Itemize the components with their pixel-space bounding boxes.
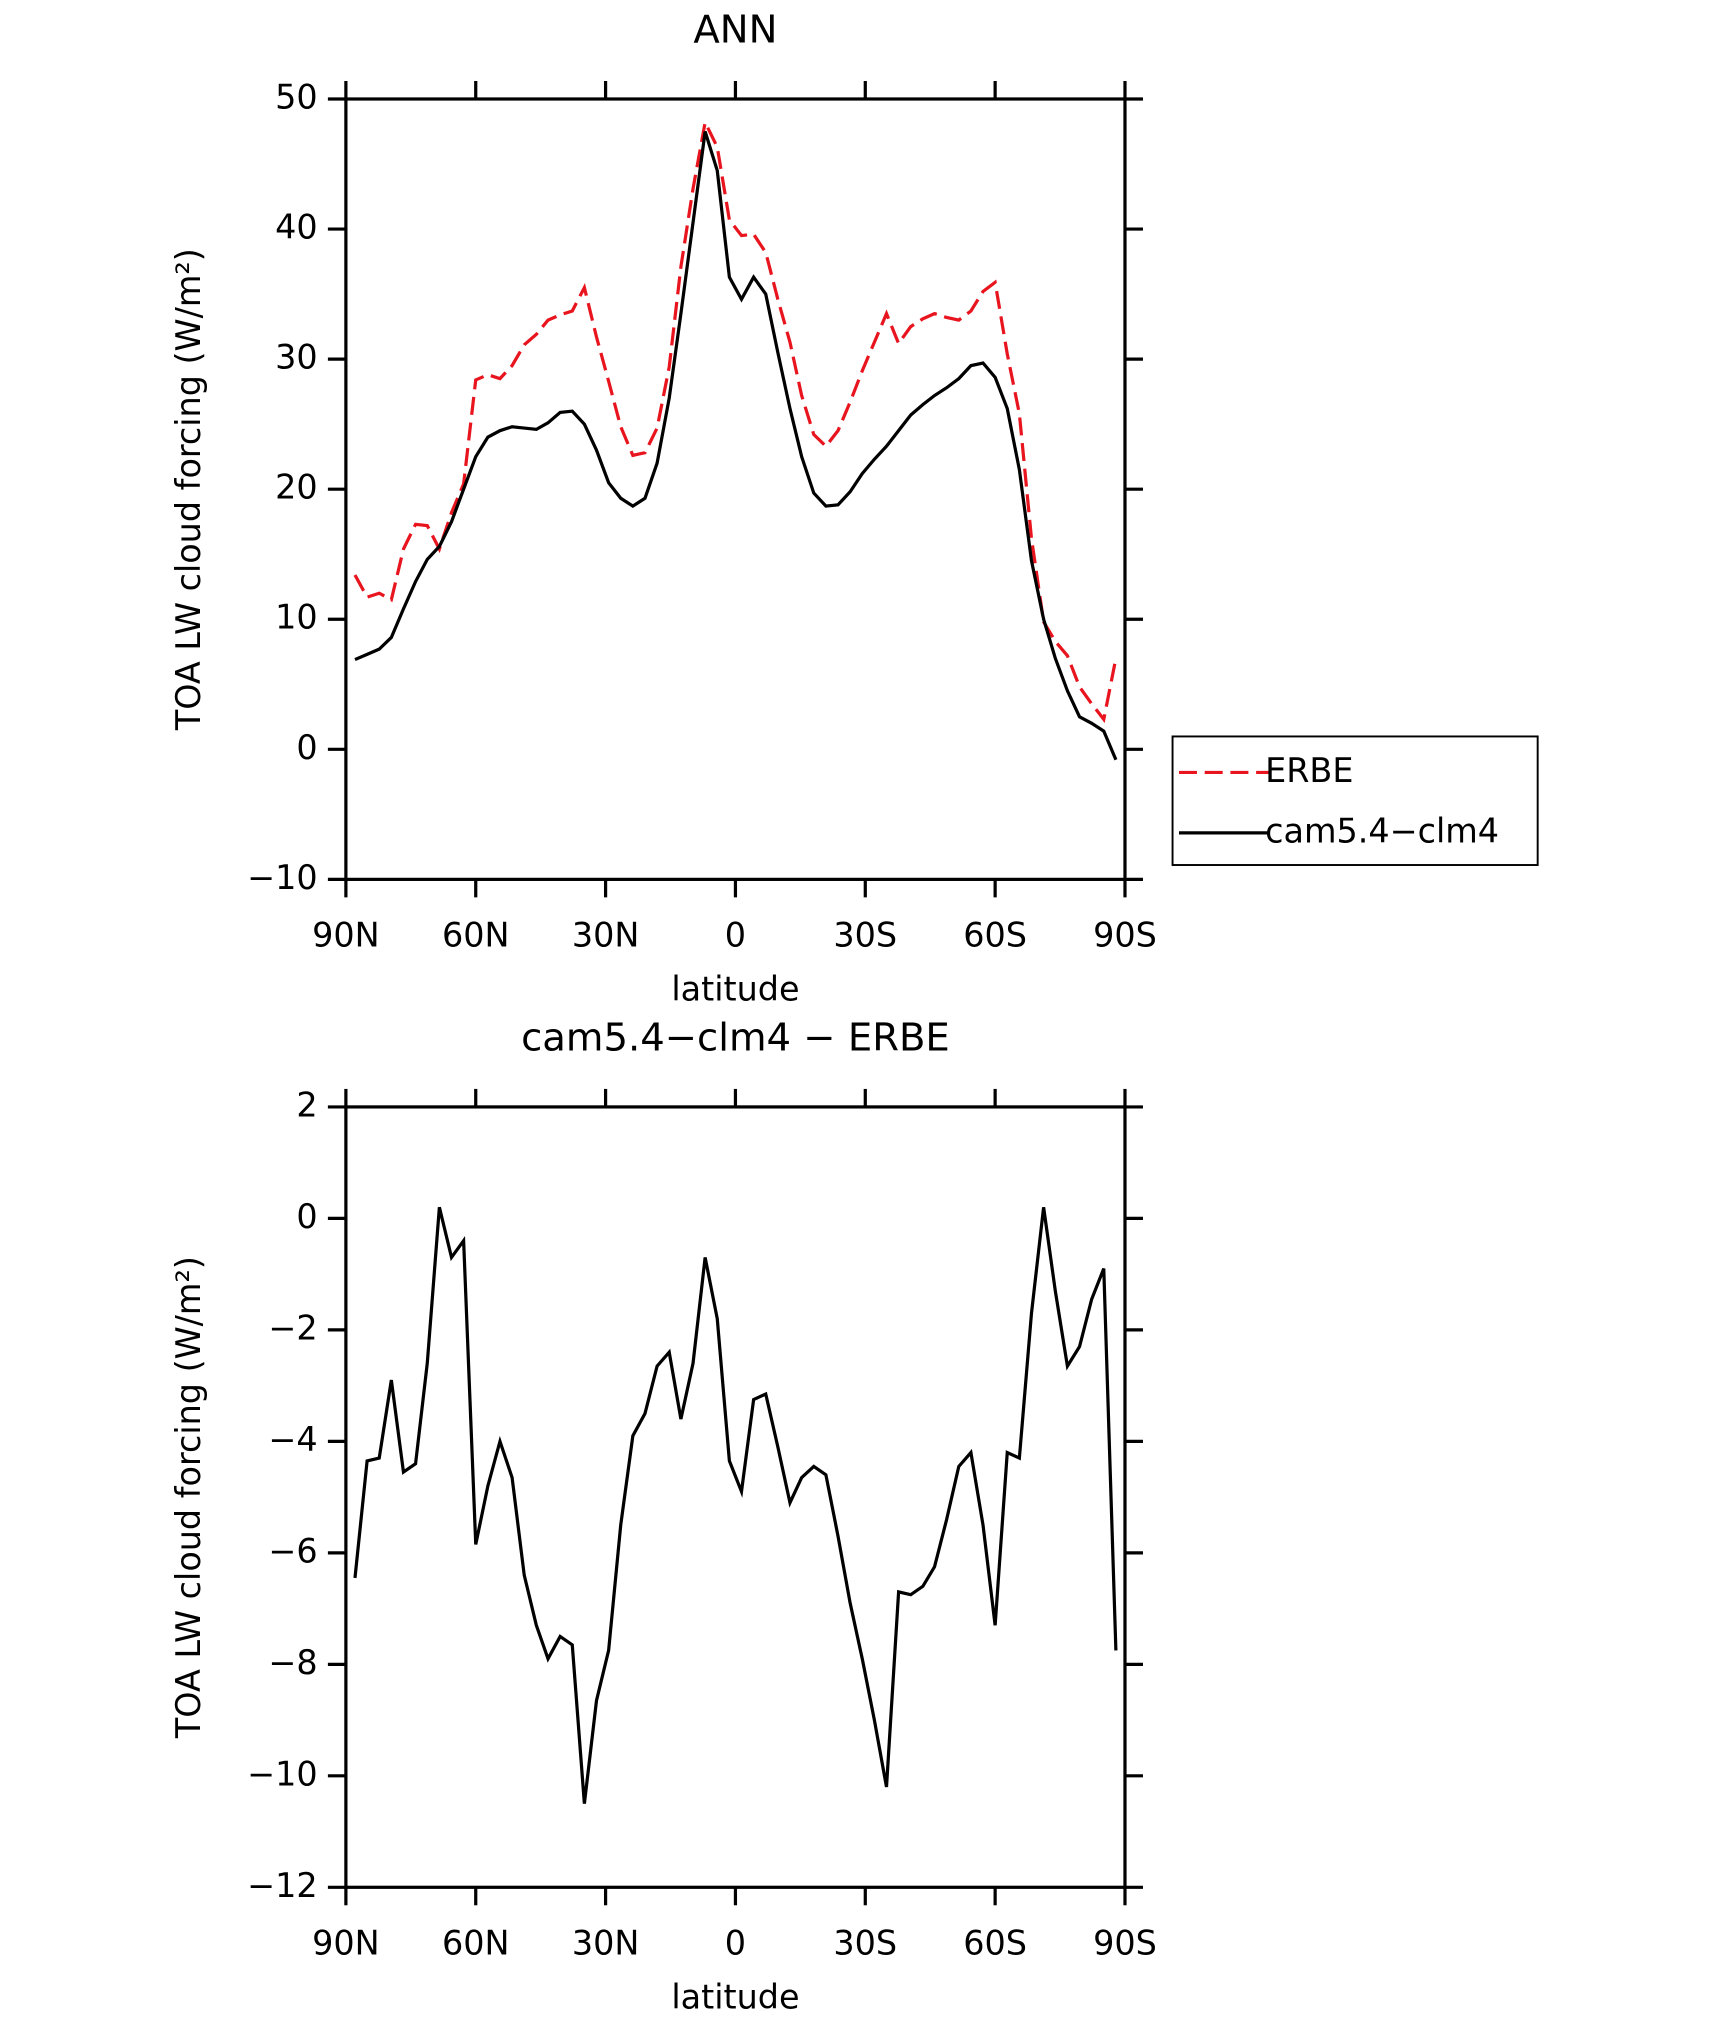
x-tick-label: 90N — [312, 916, 380, 955]
chart-title: ANN — [693, 8, 777, 53]
chart-title: cam5.4−clm4 − ERBE — [521, 1016, 950, 1061]
data-line — [353, 117, 1118, 724]
y-tick-label: 20 — [275, 468, 318, 507]
x-tick-label: 30S — [833, 916, 897, 955]
y-tick-label: −10 — [247, 858, 318, 897]
data-line — [353, 1206, 1118, 1804]
x-axis-label: latitude — [671, 970, 799, 1009]
x-tick-label: 0 — [725, 1924, 746, 1963]
x-tick-label: 60N — [442, 1924, 510, 1963]
x-tick-label: 30N — [572, 916, 640, 955]
x-tick-label: 60S — [963, 916, 1027, 955]
x-axis-label: latitude — [671, 1978, 799, 2017]
y-tick-label: −2 — [268, 1308, 317, 1347]
y-tick-label: −4 — [268, 1420, 317, 1459]
legend-label: cam5.4−clm4 — [1265, 811, 1499, 850]
x-tick-label: 60N — [442, 916, 510, 955]
y-tick-label: −6 — [268, 1531, 317, 1570]
y-tick-label: 40 — [275, 208, 318, 247]
x-tick-label: 30S — [833, 1924, 897, 1963]
y-tick-label: 2 — [296, 1085, 317, 1124]
plot-frame — [344, 1105, 1127, 1889]
y-tick-label: 10 — [275, 598, 318, 637]
y-tick-label: 30 — [275, 338, 318, 377]
y-tick-label: 0 — [296, 1197, 317, 1236]
x-tick-label: 0 — [725, 916, 746, 955]
y-axis-label: TOA LW cloud forcing (W/m²) — [169, 1256, 208, 1739]
y-tick-label: −10 — [247, 1754, 318, 1793]
x-tick-label: 90S — [1093, 916, 1157, 955]
legend-label: ERBE — [1265, 751, 1353, 790]
y-tick-label: 0 — [296, 728, 317, 767]
x-tick-label: 60S — [963, 1924, 1027, 1963]
y-tick-label: −8 — [268, 1643, 317, 1682]
legend-box — [1171, 735, 1539, 866]
data-line — [354, 131, 1118, 761]
x-tick-label: 90S — [1093, 1924, 1157, 1963]
x-tick-label: 30N — [572, 1924, 640, 1963]
y-axis-label: TOA LW cloud forcing (W/m²) — [169, 248, 208, 731]
y-tick-label: 50 — [275, 77, 318, 116]
y-tick-label: −12 — [247, 1866, 318, 1905]
x-tick-label: 90N — [312, 1924, 380, 1963]
